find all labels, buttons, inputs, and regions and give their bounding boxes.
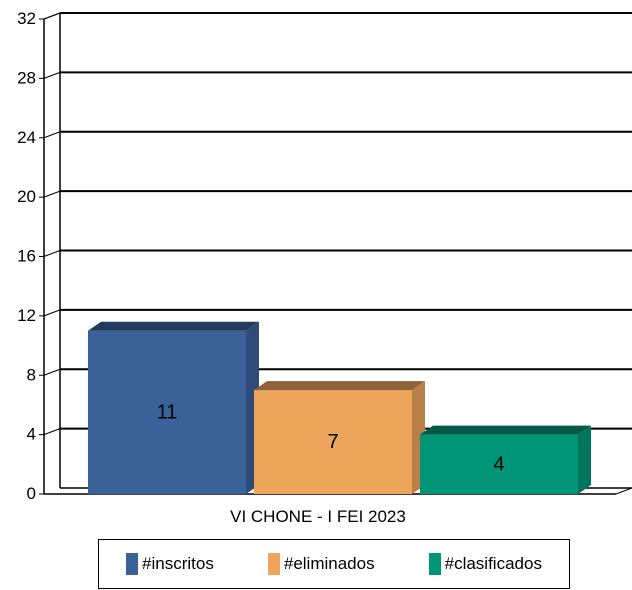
bar-top — [420, 425, 591, 435]
y-tick-label: 32 — [17, 9, 36, 28]
gridline-depth — [43, 190, 61, 198]
legend-item: #clasificados — [428, 553, 542, 575]
bar-top — [254, 381, 425, 391]
gridline-depth — [43, 428, 61, 436]
bar-side — [578, 425, 591, 494]
y-tick-label: 0 — [27, 484, 36, 503]
gridline-depth — [43, 309, 61, 317]
bar-data-label: 4 — [493, 453, 504, 475]
y-tick-label: 4 — [27, 425, 36, 444]
floor-right-edge — [615, 487, 632, 495]
legend-item: #inscritos — [126, 553, 214, 575]
y-tick-label: 28 — [17, 68, 36, 87]
legend-label: #inscritos — [142, 554, 214, 573]
bar-front — [254, 390, 412, 494]
y-tick-label: 24 — [17, 128, 36, 147]
legend-swatch — [126, 553, 139, 575]
legend-label: #clasificados — [444, 554, 542, 573]
top-depth-edge — [43, 12, 61, 20]
gridline-depth — [43, 131, 61, 139]
bar-top — [88, 321, 259, 331]
bars-layer: 11 7 4 — [88, 321, 591, 494]
bar-data-label: 7 — [327, 431, 338, 453]
bar-chart: 0 4 8 12 16 20 24 28 32 11 7 4 VI CHONE - I FEI 20… — [17, 9, 632, 526]
legend: #inscritos #eliminados #clasificados — [98, 539, 570, 589]
legend-item: #eliminados — [267, 553, 375, 575]
gridline-depth — [43, 71, 61, 79]
y-tick-label: 12 — [17, 306, 36, 325]
y-tick-label: 8 — [27, 365, 36, 384]
gridline-depth — [43, 368, 61, 376]
gridline-depth — [43, 250, 61, 257]
bar-front — [420, 434, 578, 494]
y-tick-label: 16 — [17, 247, 36, 266]
x-category-label: VI CHONE - I FEI 2023 — [230, 507, 406, 526]
y-tick-label: 20 — [17, 187, 36, 206]
bar-front — [88, 330, 246, 494]
legend-swatch — [428, 553, 441, 575]
bar-data-label: 11 — [157, 401, 178, 423]
legend-label: #eliminados — [283, 554, 375, 573]
legend-swatch — [267, 553, 280, 575]
